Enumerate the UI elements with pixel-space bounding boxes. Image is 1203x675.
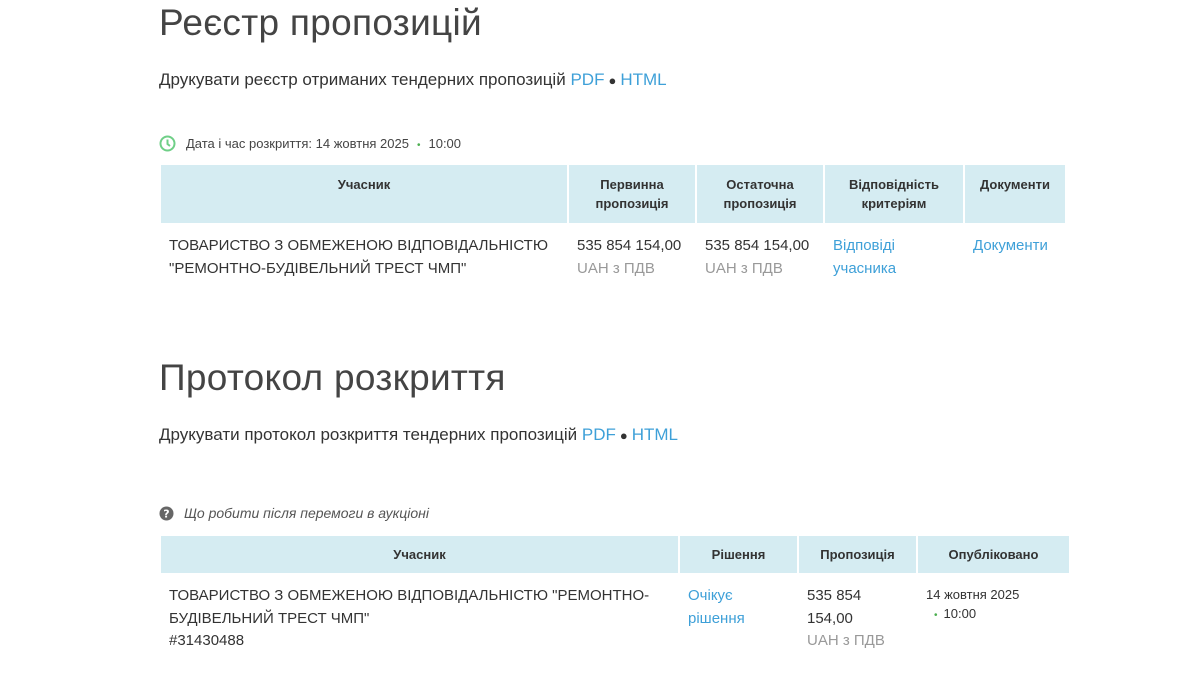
protocol-pdf-link[interactable]: PDF <box>581 425 616 444</box>
registry-table: Учасник Первинна пропозиція Остаточна пр… <box>159 165 1067 292</box>
criteria-answers-link[interactable]: Відповіді учасника <box>833 237 897 277</box>
published-date: 14 жовтня 2025 <box>926 587 1020 602</box>
protocol-print-text: Друкувати протокол розкриття тендерних п… <box>159 425 578 444</box>
registry-html-link[interactable]: HTML <box>620 70 667 89</box>
opening-label: Дата і час розкриття: 14 жовтня 2025 <box>186 136 409 151</box>
col-participant: Учасник <box>161 165 567 223</box>
protocol-print-line: Друкувати протокол розкриття тендерних п… <box>159 425 678 445</box>
final-amount: 535 854 154,00 <box>705 237 810 254</box>
col-criteria: Відповідність критеріям <box>825 165 963 223</box>
offer-currency: UAH з ПДВ <box>807 632 885 649</box>
participant-code: #31430488 <box>169 632 245 649</box>
table-row: ТОВАРИСТВО З ОБМЕЖЕНОЮ ВІДПОВІДАЛЬНІСТЮ … <box>161 223 1065 292</box>
separator-dot: ● <box>608 73 617 88</box>
col-offer: Пропозиція <box>799 536 916 573</box>
registry-title: Реєстр пропозицій <box>159 2 483 43</box>
protocol-title: Протокол розкриття <box>159 357 506 398</box>
initial-amount: 535 854 154,00 <box>577 237 682 254</box>
initial-currency: UAH з ПДВ <box>577 259 655 277</box>
registry-print-text: Друкувати реєстр отриманих тендерних про… <box>159 70 566 89</box>
participant-name: ТОВАРИСТВО З ОБМЕЖЕНОЮ ВІДПОВІДАЛЬНІСТЮ … <box>169 587 650 627</box>
col-published: Опубліковано <box>918 536 1069 573</box>
registry-print-line: Друкувати реєстр отриманих тендерних про… <box>159 70 667 90</box>
opening-time: 10:00 <box>428 136 462 151</box>
participant-name: ТОВАРИСТВО З ОБМЕЖЕНОЮ ВІДПОВІДАЛЬНІСТЮ … <box>169 237 548 277</box>
help-line[interactable]: ? Що робити після перемоги в аукціоні <box>159 505 429 521</box>
protocol-table: Учасник Рішення Пропозиція Опубліковано … <box>159 536 1071 665</box>
registry-pdf-link[interactable]: PDF <box>570 70 605 89</box>
separator-dot: ● <box>619 428 628 443</box>
published-time: 10:00 <box>943 606 977 621</box>
table-row: ТОВАРИСТВО З ОБМЕЖЕНОЮ ВІДПОВІДАЛЬНІСТЮ … <box>161 573 1069 665</box>
col-final: Остаточна пропозиція <box>697 165 823 223</box>
help-link[interactable]: Що робити після перемоги в аукціоні <box>184 505 429 521</box>
final-currency: UAH з ПДВ <box>705 259 783 277</box>
svg-text:?: ? <box>163 507 169 520</box>
question-icon: ? <box>159 506 174 520</box>
documents-link[interactable]: Документи <box>973 237 1048 254</box>
col-decision: Рішення <box>680 536 797 573</box>
decision-link[interactable]: Очікує рішення <box>688 587 745 627</box>
clock-icon <box>159 135 176 152</box>
col-initial: Первинна пропозиція <box>569 165 695 223</box>
offer-amount: 535 854 154,00 <box>807 587 862 627</box>
col-participant: Учасник <box>161 536 678 573</box>
protocol-html-link[interactable]: HTML <box>631 425 679 444</box>
col-documents: Документи <box>965 165 1065 223</box>
opening-datetime: Дата і час розкриття: 14 жовтня 2025 • 10:… <box>159 135 461 152</box>
